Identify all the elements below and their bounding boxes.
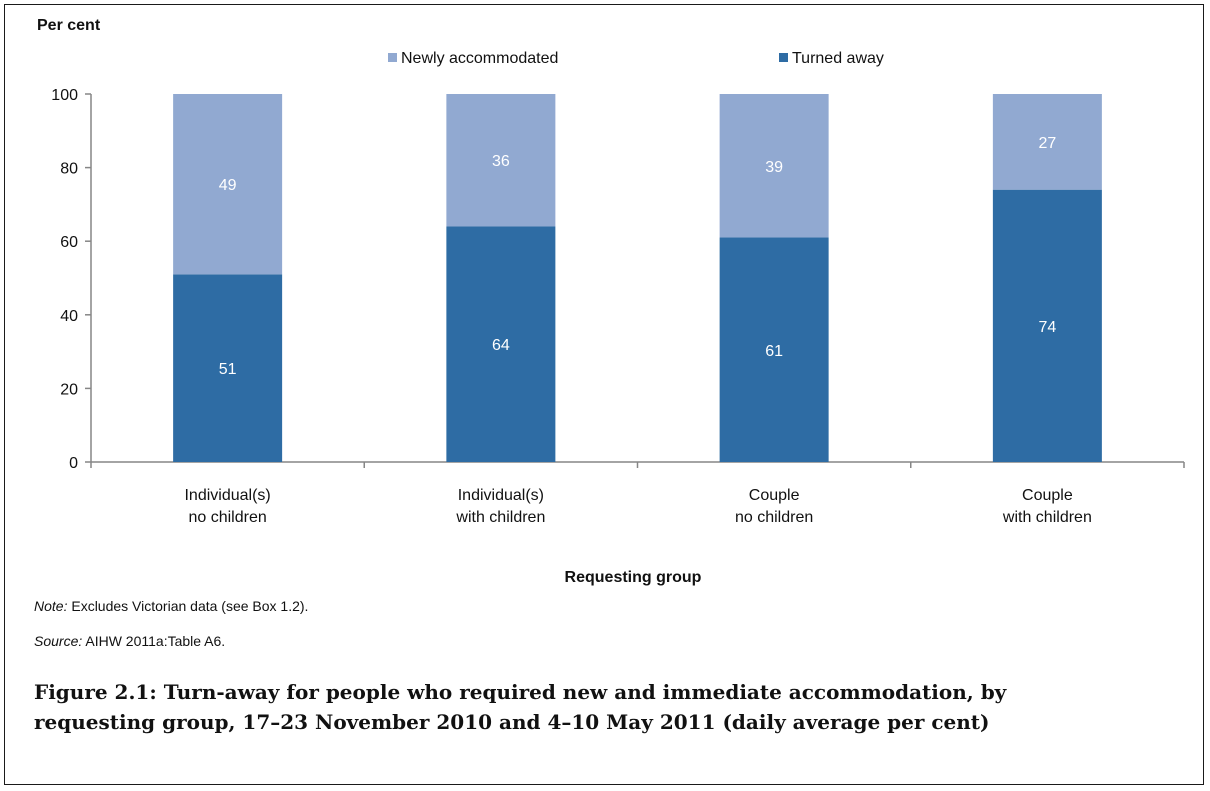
bar-segment	[992, 94, 1102, 190]
data-label: 39	[765, 159, 783, 176]
note-line: Note: Excludes Victorian data (see Box 1…	[34, 598, 308, 614]
y-tick-label: 100	[51, 87, 78, 104]
data-label: 51	[219, 361, 237, 378]
data-label: 27	[1038, 135, 1056, 152]
bar-segment	[719, 237, 829, 462]
x-tick-label: no children	[735, 509, 813, 526]
data-label: 49	[219, 177, 237, 194]
data-label: 36	[492, 153, 510, 170]
y-tick-label: 80	[60, 161, 78, 178]
legend-label: Turned away	[792, 50, 884, 67]
legend-swatch	[779, 53, 788, 62]
bar-segment	[173, 94, 283, 275]
axes: 0 20 40 60 80 100 Individual(s) no children Indi…	[51, 87, 1185, 526]
bar-segment	[719, 94, 829, 238]
figure-frame	[4, 4, 1204, 785]
y-tick-label: 0	[69, 455, 78, 472]
x-tick-label: Individual(s)	[184, 487, 270, 504]
figure-caption: Figure 2.1: Turn-away for people who req…	[34, 680, 1007, 734]
data-label: 61	[765, 343, 783, 360]
bar-segment	[446, 226, 556, 462]
note-label: Note:	[34, 598, 68, 614]
source-label: Source:	[34, 633, 83, 649]
note-text: Excludes Victorian data (see Box 1.2).	[67, 598, 309, 614]
y-tick-label: 40	[60, 308, 78, 325]
x-axis-title: Requesting group	[565, 569, 702, 586]
x-tick-label: with children	[455, 509, 545, 526]
x-tick-label: no children	[188, 509, 266, 526]
bar-segment	[992, 189, 1102, 462]
y-tick-label: 20	[60, 381, 78, 398]
data-label: 74	[1038, 319, 1056, 336]
legend-label: Newly accommodated	[401, 50, 558, 67]
stacked-bar-chart: Per cent Requesting group Newly accommod…	[37, 17, 1185, 586]
x-tick-label: with children	[1002, 509, 1092, 526]
source-line: Source: AIHW 2011a:Table A6.	[34, 633, 225, 649]
legend-swatch	[388, 53, 397, 62]
bar-segment	[446, 94, 556, 227]
y-tick-label: 60	[60, 234, 78, 251]
x-tick-label: Couple	[749, 487, 800, 504]
bar-segment	[173, 274, 283, 462]
legend: Newly accommodated Turned away	[388, 50, 884, 67]
y-axis-title: Per cent	[37, 17, 101, 34]
x-tick-label: Couple	[1022, 487, 1073, 504]
source-text: AIHW 2011a:Table A6.	[82, 633, 226, 649]
x-tick-label: Individual(s)	[458, 487, 544, 504]
data-label: 64	[492, 337, 510, 354]
bars: 51 49 64 36 61 39 74 27	[173, 94, 1102, 462]
